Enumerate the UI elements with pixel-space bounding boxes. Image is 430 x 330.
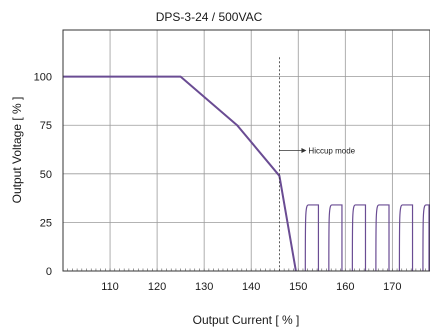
hiccup-arrow-head bbox=[301, 148, 307, 153]
grid-lines bbox=[63, 30, 430, 271]
hiccup-pulse-0 bbox=[304, 204, 320, 272]
x-tick-label-150: 150 bbox=[289, 281, 307, 293]
hiccup-pulse-4 bbox=[398, 204, 414, 272]
y-tick-label-50: 50 bbox=[40, 169, 52, 181]
series-line-0 bbox=[63, 75, 297, 272]
y-tick-label-100: 100 bbox=[34, 72, 52, 84]
y-axis-ticks: 0 25 50 75 100 bbox=[34, 72, 52, 278]
x-tick-label-160: 160 bbox=[336, 281, 354, 293]
x-tick-label-170: 170 bbox=[383, 281, 401, 293]
y-tick-label-0: 0 bbox=[46, 266, 52, 278]
chart-title: DPS-3-24 / 500VAC bbox=[156, 10, 263, 24]
x-tick-label-140: 140 bbox=[242, 281, 260, 293]
series-layer bbox=[63, 75, 430, 272]
annotation-layer: Hiccup mode bbox=[279, 57, 356, 271]
hiccup-annotation-text: Hiccup mode bbox=[308, 147, 355, 156]
y-tick-label-25: 25 bbox=[40, 217, 52, 229]
y-axis-label: Output Voltage [ % ] bbox=[10, 97, 24, 204]
x-axis-label: Output Current [ % ] bbox=[193, 313, 300, 327]
plot-frame bbox=[62, 29, 430, 272]
hiccup-pulse-1 bbox=[328, 204, 343, 272]
x-axis-ticks: 110 120 130 140 150 160 170 bbox=[101, 281, 401, 293]
hiccup-pulse-3 bbox=[375, 204, 390, 272]
hiccup-pulse-5 bbox=[422, 204, 430, 272]
y-tick-label-75: 75 bbox=[40, 120, 52, 132]
hiccup-pulse-2 bbox=[351, 204, 367, 272]
x-tick-label-120: 120 bbox=[148, 281, 166, 293]
x-tick-label-130: 130 bbox=[195, 281, 213, 293]
x-tick-label-110: 110 bbox=[101, 281, 119, 293]
